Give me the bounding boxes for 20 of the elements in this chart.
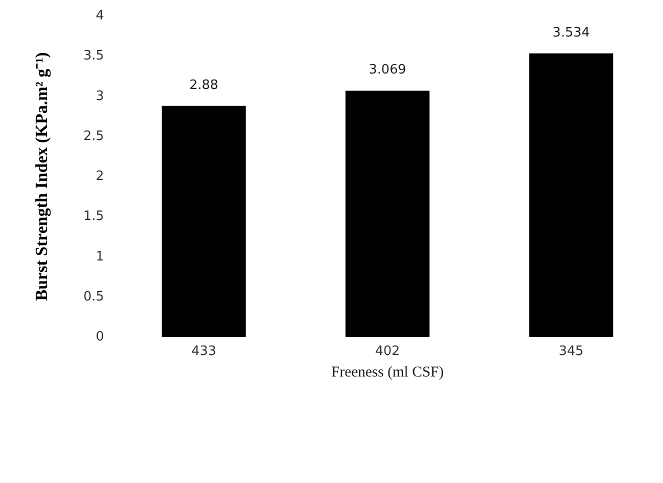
- x-tick-label: 345: [558, 344, 584, 359]
- bar: [346, 90, 430, 337]
- y-tick-label: 3: [96, 88, 104, 104]
- data-label: 2.88: [189, 78, 218, 93]
- y-tick-label: 0: [96, 330, 104, 344]
- y-axis-title: Burst Strength Index (KPa.m² g⁻¹): [32, 52, 51, 301]
- y-tick-label: 3.5: [83, 48, 104, 64]
- x-tick-label: 433: [191, 344, 216, 359]
- y-tick-label: 4: [96, 8, 104, 24]
- bar: [162, 106, 246, 337]
- data-label: 3.534: [552, 25, 590, 40]
- y-tick-label: 0.5: [83, 289, 104, 304]
- bar: [529, 53, 614, 337]
- data-label: 3.069: [368, 62, 406, 78]
- y-tick-label: 1.5: [83, 209, 104, 224]
- x-tick-label: 402: [375, 344, 400, 359]
- x-axis-title: Freeness (ml CSF): [331, 364, 444, 380]
- y-tick-label: 1: [96, 249, 104, 264]
- y-tick-label: 2.5: [83, 128, 104, 144]
- y-tick-label: 2: [96, 169, 104, 184]
